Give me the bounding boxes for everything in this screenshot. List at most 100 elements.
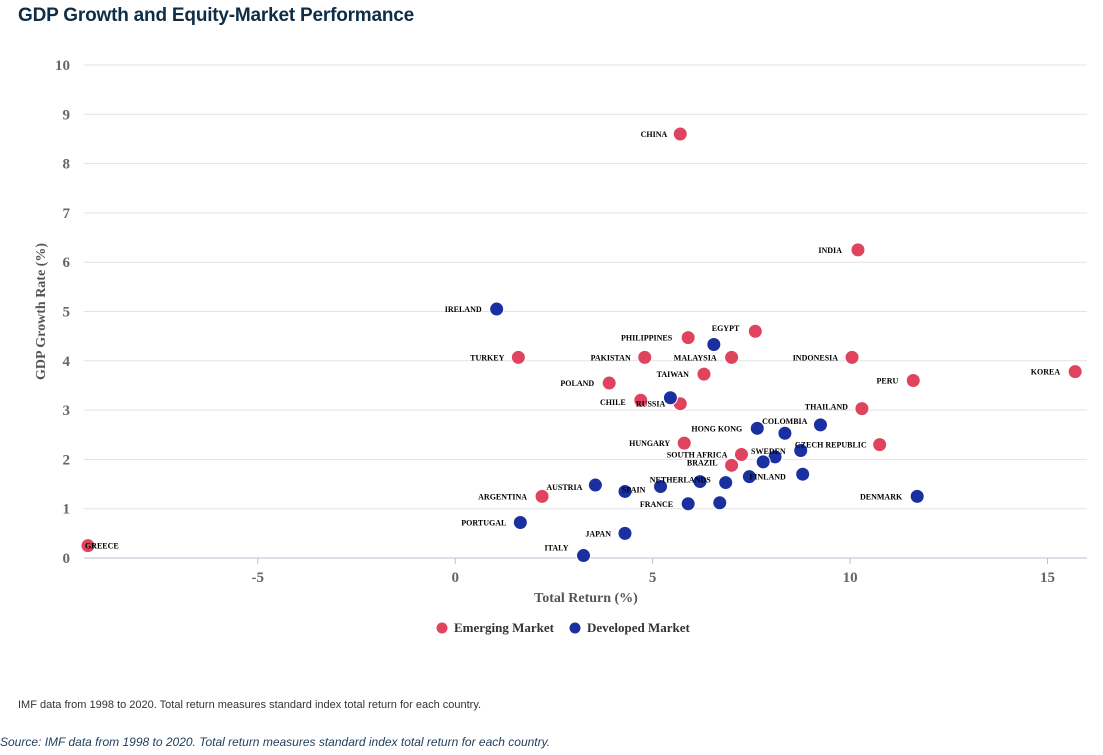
emerging-point[interactable]: [637, 349, 653, 365]
point-label: MALAYSIA: [674, 353, 717, 362]
developed-point[interactable]: [812, 417, 828, 433]
developed-point[interactable]: [680, 496, 696, 512]
tick-layer: 0 1 2 3 4 5 6 7 8 9 10 -5 0 5 10 15: [55, 58, 1055, 586]
x-tick-label: 5: [649, 570, 657, 586]
point-label: PERU: [876, 377, 898, 386]
point-label: INDIA: [818, 246, 842, 255]
point-label: PHILIPPINES: [621, 334, 673, 343]
point-label: CHINA: [641, 130, 668, 139]
y-tick-label: 4: [63, 354, 71, 370]
legend-item-developed[interactable]: Developed Market: [569, 620, 691, 635]
emerging-point[interactable]: [510, 349, 526, 365]
emerging-point[interactable]: [601, 375, 617, 391]
point-label: CZECH REPUBLIC: [795, 441, 867, 450]
legend-label-developed: Developed Market: [587, 620, 691, 635]
point-label: HUNGARY: [629, 439, 670, 448]
legend-label-emerging: Emerging Market: [454, 620, 555, 635]
developed-point[interactable]: [587, 477, 603, 493]
point-label: BRAZIL: [687, 458, 718, 467]
developed-point[interactable]: [777, 425, 793, 441]
developed-point[interactable]: [617, 525, 633, 541]
legend-marker-emerging: [436, 622, 448, 634]
point-label: SWEDEN: [751, 447, 786, 456]
legend-item-emerging[interactable]: Emerging Market: [436, 620, 555, 635]
point-label: ARGENTINA: [478, 492, 527, 501]
y-tick-label: 1: [63, 502, 71, 518]
label-layer: CHINA INDIA EGYPT PHILIPPINES TURKEY PAKISTAN…: [85, 130, 1060, 553]
point-label: SPAIN: [622, 485, 646, 494]
point-label: PAKISTAN: [591, 353, 631, 362]
scatter-chart: 0 1 2 3 4 5 6 7 8 9 10 -5 0 5 10 15 Total Return (%) GD…: [34, 58, 1087, 635]
chart-note: IMF data from 1998 to 2020. Total return…: [18, 699, 482, 711]
emerging-point[interactable]: [680, 330, 696, 346]
point-label: NETHERLANDS: [650, 476, 711, 485]
point-label: PORTUGAL: [461, 519, 506, 528]
y-tick-label: 6: [63, 255, 71, 271]
emerging-point[interactable]: [747, 323, 763, 339]
developed-point[interactable]: [512, 515, 528, 531]
emerging-point[interactable]: [850, 242, 866, 258]
developed-point[interactable]: [793, 443, 809, 459]
point-label: TURKEY: [470, 353, 504, 362]
developed-point[interactable]: [909, 488, 925, 504]
developed-point[interactable]: [712, 495, 728, 511]
point-layer: [80, 126, 1083, 564]
legend: Emerging Market Developed Market: [436, 620, 691, 635]
point-label: ITALY: [545, 544, 569, 553]
emerging-point[interactable]: [872, 437, 888, 453]
point-label: FRANCE: [640, 500, 673, 509]
y-axis-title: GDP Growth Rate (%): [34, 243, 49, 380]
emerging-point[interactable]: [1067, 364, 1083, 380]
x-tick-label: 15: [1040, 570, 1055, 586]
emerging-point[interactable]: [633, 392, 649, 408]
x-tick-label: 10: [843, 570, 858, 586]
emerging-point[interactable]: [724, 457, 740, 473]
x-tick-label: 0: [451, 570, 459, 586]
point-label: INDONESIA: [793, 353, 839, 362]
point-label: POLAND: [560, 379, 594, 388]
developed-point[interactable]: [718, 475, 734, 491]
y-tick-label: 9: [63, 107, 71, 123]
point-label: RUSSIA: [636, 400, 666, 409]
point-label: THAILAND: [805, 403, 848, 412]
y-tick-label: 3: [63, 403, 71, 419]
developed-point[interactable]: [741, 469, 757, 485]
point-label: AUSTRIA: [546, 483, 582, 492]
point-label: GREECE: [85, 542, 119, 551]
point-label: HONG KONG: [691, 424, 742, 433]
emerging-point[interactable]: [80, 538, 96, 554]
developed-point[interactable]: [755, 454, 771, 470]
developed-point[interactable]: [617, 483, 633, 499]
point-label: SOUTH AFRICA: [667, 450, 728, 459]
developed-point[interactable]: [576, 548, 592, 564]
developed-point[interactable]: [489, 301, 505, 317]
emerging-point[interactable]: [905, 373, 921, 389]
x-axis-title: Total Return (%): [534, 591, 638, 606]
y-tick-label: 5: [63, 305, 71, 321]
point-label: KOREA: [1031, 368, 1061, 377]
point-label: TAIWAN: [657, 370, 690, 379]
point-label: EGYPT: [712, 324, 740, 333]
developed-point[interactable]: [662, 390, 678, 406]
point-label: FINLAND: [749, 473, 786, 482]
grid-layer: [84, 64, 1087, 564]
emerging-point[interactable]: [696, 366, 712, 382]
y-tick-label: 0: [63, 551, 71, 567]
developed-point[interactable]: [653, 479, 669, 495]
point-label: IRELAND: [445, 305, 482, 314]
developed-point[interactable]: [749, 420, 765, 436]
emerging-point[interactable]: [534, 488, 550, 504]
emerging-point[interactable]: [854, 401, 870, 417]
source-caption: Source: IMF data from 1998 to 2020. Tota…: [0, 735, 551, 749]
emerging-point[interactable]: [672, 126, 688, 142]
developed-point[interactable]: [795, 466, 811, 482]
legend-marker-developed: [569, 622, 581, 634]
point-label: DENMARK: [860, 492, 903, 501]
developed-point[interactable]: [692, 474, 708, 490]
emerging-point[interactable]: [844, 349, 860, 365]
emerging-point[interactable]: [676, 435, 692, 451]
developed-point[interactable]: [706, 337, 722, 353]
emerging-point[interactable]: [724, 349, 740, 365]
emerging-point[interactable]: [733, 446, 749, 462]
y-tick-label: 2: [63, 452, 71, 468]
